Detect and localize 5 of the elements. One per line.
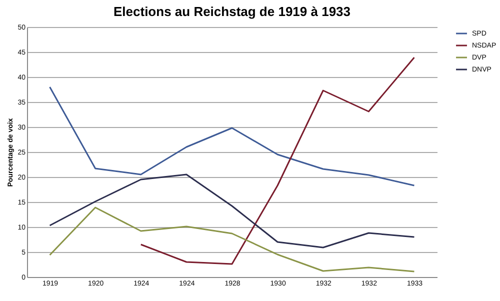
line-series bbox=[140, 56, 415, 265]
line-series bbox=[49, 86, 415, 186]
chart-title: Elections au Reichstag de 1919 à 1933 bbox=[113, 4, 351, 19]
line-series bbox=[49, 174, 415, 248]
line-series bbox=[49, 206, 415, 272]
